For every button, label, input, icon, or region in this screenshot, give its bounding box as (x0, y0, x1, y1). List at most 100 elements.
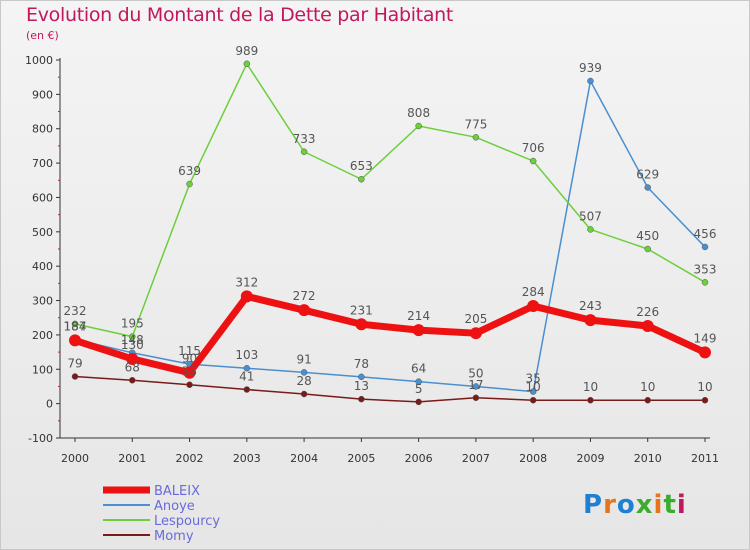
data-label-baleix: 272 (293, 289, 316, 303)
data-label-baleix: 149 (694, 331, 717, 345)
x-tick-label: 2008 (519, 452, 547, 465)
data-label-anoye: 148 (121, 333, 144, 347)
data-point-momy (129, 377, 136, 384)
y-tick-label: 200 (32, 329, 53, 342)
x-tick-label: 2006 (405, 452, 433, 465)
logo-letter: P (583, 490, 604, 520)
x-tick-label: 2003 (233, 452, 261, 465)
data-label-momy: 5 (415, 382, 423, 396)
data-label-momy: 10 (640, 380, 655, 394)
data-point-baleix (641, 319, 654, 332)
data-point-anoye (587, 77, 594, 85)
data-label-anoye: 50 (468, 366, 483, 380)
data-label-anoye: 115 (178, 344, 201, 358)
legend-label-anoye: Anoye (154, 499, 195, 514)
data-label-lespourcy: 775 (464, 117, 487, 131)
data-point-baleix (126, 352, 139, 365)
x-tick-label: 2009 (576, 452, 604, 465)
x-tick-label: 2011 (691, 452, 719, 465)
data-point-lespourcy (186, 180, 193, 188)
data-point-baleix (183, 366, 196, 379)
data-label-anoye: 456 (694, 227, 717, 241)
data-label-momy: 13 (354, 379, 369, 393)
data-point-anoye (529, 388, 537, 395)
data-label-anoye: 78 (354, 357, 369, 371)
chart-subtitle: (en €) (26, 29, 59, 42)
data-label-baleix: 90 (182, 352, 197, 366)
data-point-momy (415, 398, 422, 406)
y-tick-label: 400 (32, 260, 53, 273)
data-label-baleix: 130 (121, 338, 144, 352)
data-point-lespourcy (129, 333, 136, 340)
data-point-lespourcy (300, 148, 308, 156)
data-label-anoye: 103 (235, 348, 258, 362)
data-point-baleix (699, 346, 711, 359)
data-label-momy: 10 (583, 380, 598, 394)
data-point-anoye (415, 378, 422, 385)
data-label-lespourcy: 232 (64, 304, 87, 318)
data-point-momy (300, 390, 308, 398)
y-tick-label: 0 (46, 398, 53, 411)
y-tick-label: 600 (32, 191, 53, 204)
data-point-momy (644, 396, 651, 404)
data-label-anoye: 187 (64, 319, 87, 333)
y-tick-label: 700 (32, 157, 53, 170)
data-label-momy: 28 (296, 374, 311, 388)
data-label-baleix: 231 (350, 303, 373, 317)
data-point-baleix (584, 314, 597, 327)
data-point-baleix (469, 327, 482, 340)
data-label-lespourcy: 450 (636, 229, 659, 243)
data-point-lespourcy (587, 226, 594, 233)
data-label-baleix: 214 (407, 309, 430, 323)
data-point-anoye (300, 369, 308, 376)
data-point-anoye (701, 243, 709, 251)
data-point-lespourcy (701, 279, 709, 286)
x-tick-label: 2000 (61, 452, 89, 465)
data-label-momy: 10 (697, 380, 712, 394)
proxiti-logo: Proxiti (583, 490, 687, 520)
data-label-anoye: 939 (579, 61, 602, 75)
data-point-anoye (243, 364, 251, 372)
logo-letter: t (663, 490, 677, 520)
data-point-lespourcy (243, 60, 251, 68)
data-point-lespourcy (529, 157, 537, 165)
data-label-baleix: 312 (235, 275, 258, 289)
series-line-anoye (74, 80, 706, 393)
y-tick-label: 500 (32, 226, 53, 239)
data-label-baleix: 284 (522, 285, 545, 299)
data-point-momy (701, 396, 709, 404)
data-label-momy: 55 (182, 365, 197, 379)
y-tick-label: 900 (32, 88, 53, 101)
x-tick-label: 2002 (176, 452, 204, 465)
chart-title: Evolution du Montant de la Dette par Hab… (26, 4, 454, 26)
data-label-anoye: 64 (411, 362, 426, 376)
data-label-momy: 41 (239, 370, 254, 384)
logo-letter: x (635, 490, 654, 520)
data-point-anoye (644, 184, 651, 191)
data-label-momy: 17 (468, 378, 483, 392)
x-tick-label: 2010 (634, 452, 662, 465)
data-point-momy (186, 381, 193, 388)
legend-label-momy: Momy (154, 529, 194, 544)
data-point-lespourcy (71, 320, 79, 328)
data-point-momy (529, 396, 537, 404)
data-point-momy (587, 396, 594, 404)
y-tick-label: 1000 (25, 54, 53, 67)
logo-letter: r (603, 490, 617, 520)
data-point-baleix (355, 318, 368, 331)
data-point-lespourcy (358, 175, 365, 183)
data-label-lespourcy: 653 (350, 159, 373, 173)
logo-letter: i (676, 490, 687, 520)
y-tick-label: 800 (32, 123, 53, 136)
data-label-anoye: 629 (636, 167, 659, 181)
logo-letter: i (653, 490, 664, 520)
data-label-momy: 79 (67, 356, 82, 370)
data-point-momy (71, 373, 79, 380)
data-point-baleix (69, 334, 81, 347)
data-point-momy (243, 386, 251, 393)
data-label-lespourcy: 706 (522, 141, 545, 155)
y-tick-label: 300 (32, 295, 53, 308)
series-line-baleix (71, 292, 709, 377)
data-label-anoye: 35 (526, 372, 541, 386)
